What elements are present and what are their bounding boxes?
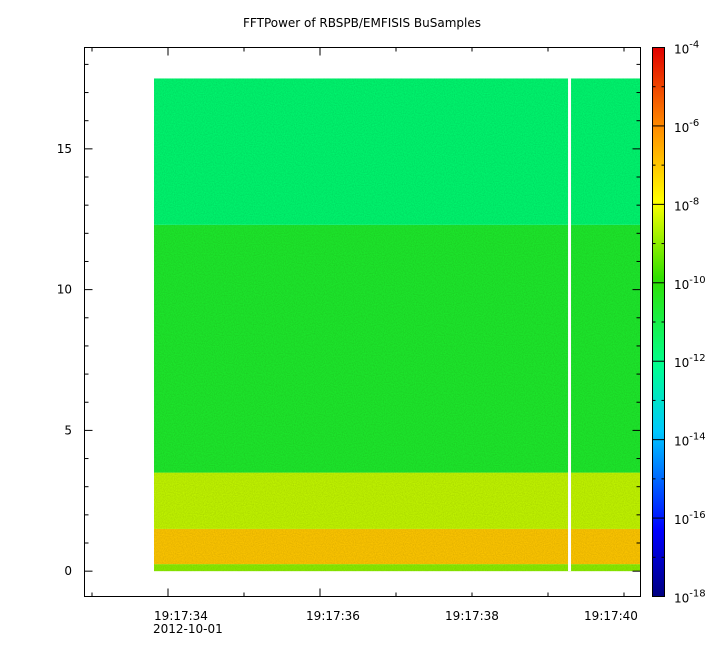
colorbar-tick-label: 10-12 (674, 353, 706, 370)
y-tick-label: 10 (57, 283, 72, 297)
colorbar-tick-label: 10-6 (674, 118, 699, 135)
plot-frame (84, 47, 641, 597)
y-tick-label: 15 (57, 142, 72, 156)
x-tick-label: 19:17:34 (154, 609, 208, 623)
colorbar-tick-label: 10-4 (674, 40, 699, 57)
spectrogram-bands (154, 78, 640, 572)
colorbar-tick-label: 10-16 (674, 510, 706, 527)
colorbar-tick-label: 10-18 (674, 589, 706, 606)
x-tick-label: 19:17:40 (584, 609, 638, 623)
colorbar-tick-label: 10-14 (674, 432, 706, 449)
y-tick-label: 5 (64, 423, 72, 437)
x-tick-label: 19:17:36 (306, 609, 360, 623)
x-tick-label: 19:17:38 (445, 609, 499, 623)
chart-title: FFTPower of RBSPB/EMFISIS BuSamples (243, 16, 481, 30)
colorbar-axis: 10-4 10-6 10-8 10-10 10-12 10-14 10-16 10-18 (652, 40, 706, 606)
colorbar-tick-label: 10-8 (674, 196, 699, 213)
colorbar-tick-label: 10-10 (674, 275, 706, 292)
y-axis: 0 5 10 15 (57, 63, 641, 578)
x-axis: 19:17:34 19:17:36 19:17:38 19:17:40 2012-10-… (91, 47, 638, 636)
spectrogram-band (154, 564, 640, 572)
x-date-label: 2012-10-01 (153, 622, 223, 636)
data-gap (568, 78, 572, 572)
spectrogram-band (154, 224, 640, 473)
spectrogram-band (154, 472, 640, 529)
spectrogram-band (154, 528, 640, 565)
y-tick-label: 0 (64, 564, 72, 578)
spectrogram-band (154, 78, 640, 225)
